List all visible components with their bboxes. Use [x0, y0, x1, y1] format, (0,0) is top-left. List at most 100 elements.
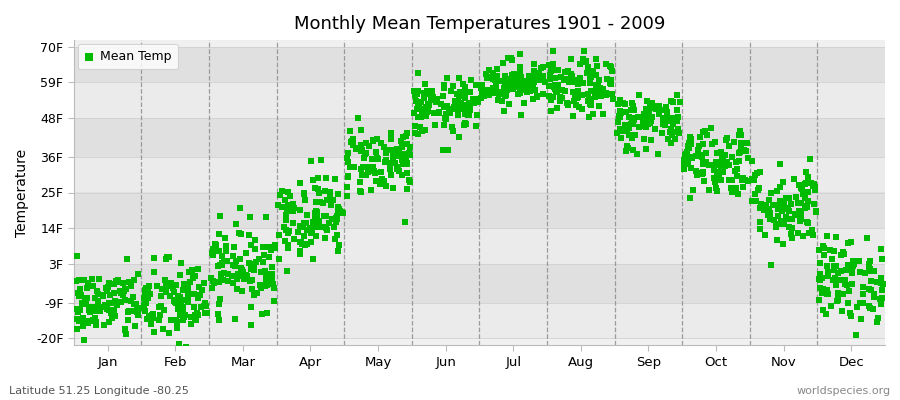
Mean Temp [292, 248, 307, 254]
Mean Temp [828, 275, 842, 281]
Mean Temp [642, 108, 656, 115]
Mean Temp [383, 147, 398, 154]
Mean Temp [294, 240, 309, 247]
Mean Temp [757, 207, 771, 214]
Mean Temp [88, 295, 103, 302]
Mean Temp [301, 227, 315, 233]
Mean Temp [209, 242, 223, 248]
Mean Temp [860, 235, 875, 242]
Mean Temp [654, 130, 669, 136]
Mean Temp [194, 304, 208, 310]
Mean Temp [426, 94, 440, 100]
Mean Temp [256, 244, 270, 250]
Mean Temp [603, 80, 617, 86]
Mean Temp [438, 115, 453, 121]
Mean Temp [322, 220, 337, 226]
Mean Temp [651, 103, 665, 109]
Mean Temp [775, 208, 789, 215]
Mean Temp [770, 237, 784, 244]
Mean Temp [715, 177, 729, 184]
Mean Temp [408, 92, 422, 98]
Mean Temp [281, 189, 295, 195]
Mean Temp [594, 91, 608, 97]
Mean Temp [579, 58, 593, 64]
Mean Temp [107, 280, 122, 287]
Title: Monthly Mean Temperatures 1901 - 2009: Monthly Mean Temperatures 1901 - 2009 [293, 15, 665, 33]
Mean Temp [129, 301, 143, 307]
Mean Temp [261, 254, 275, 260]
Mean Temp [555, 95, 570, 102]
Mean Temp [520, 89, 535, 95]
Mean Temp [630, 151, 644, 158]
Mean Temp [440, 103, 454, 109]
Mean Temp [491, 97, 506, 104]
Mean Temp [591, 76, 606, 83]
Mean Temp [191, 266, 205, 272]
Mean Temp [72, 293, 86, 299]
Mean Temp [521, 73, 535, 79]
Mean Temp [227, 244, 241, 250]
Mean Temp [550, 104, 564, 111]
Mean Temp [625, 121, 639, 128]
Mean Temp [582, 75, 597, 82]
Mean Temp [332, 242, 347, 248]
Mean Temp [395, 156, 410, 163]
Text: worldspecies.org: worldspecies.org [796, 386, 891, 396]
Mean Temp [808, 208, 823, 214]
Mean Temp [354, 148, 368, 154]
Mean Temp [821, 273, 835, 279]
Mean Temp [532, 70, 546, 77]
Mean Temp [177, 314, 192, 320]
Mean Temp [120, 256, 134, 262]
Mean Temp [568, 78, 582, 85]
Mean Temp [824, 303, 839, 310]
Mean Temp [346, 140, 360, 146]
Mean Temp [583, 100, 598, 107]
Mean Temp [154, 303, 168, 309]
Mean Temp [199, 303, 213, 309]
Mean Temp [130, 312, 145, 318]
Mean Temp [453, 100, 467, 107]
Mean Temp [188, 317, 202, 324]
Mean Temp [604, 64, 618, 70]
Mean Temp [75, 300, 89, 306]
Mean Temp [584, 74, 598, 80]
Mean Temp [562, 79, 576, 86]
Mean Temp [542, 93, 556, 100]
Mean Temp [259, 271, 274, 278]
Mean Temp [645, 100, 660, 106]
Mean Temp [221, 270, 236, 277]
Mean Temp [820, 262, 834, 269]
Mean Temp [641, 121, 655, 127]
Mean Temp [187, 304, 202, 310]
Mean Temp [753, 201, 768, 207]
Mean Temp [128, 323, 142, 329]
Mean Temp [554, 74, 568, 80]
Mean Temp [330, 205, 345, 211]
Mean Temp [682, 195, 697, 202]
Mean Temp [160, 282, 175, 288]
Mean Temp [490, 78, 504, 85]
Mean Temp [159, 256, 174, 262]
Mean Temp [526, 87, 540, 94]
Mean Temp [631, 113, 645, 120]
Mean Temp [614, 134, 628, 141]
Mean Temp [456, 106, 471, 112]
Mean Temp [612, 114, 626, 120]
Mean Temp [776, 178, 790, 185]
Mean Temp [719, 137, 733, 143]
Mean Temp [100, 287, 114, 294]
Mean Temp [355, 147, 369, 153]
Mean Temp [485, 76, 500, 83]
Mean Temp [212, 317, 226, 323]
Mean Temp [459, 102, 473, 108]
Mean Temp [110, 278, 124, 285]
Mean Temp [87, 304, 102, 310]
Mean Temp [770, 221, 785, 227]
Mean Temp [518, 79, 532, 85]
Mean Temp [285, 201, 300, 208]
Mean Temp [652, 111, 666, 117]
Mean Temp [717, 152, 732, 159]
Mean Temp [91, 298, 105, 304]
Mean Temp [187, 291, 202, 297]
